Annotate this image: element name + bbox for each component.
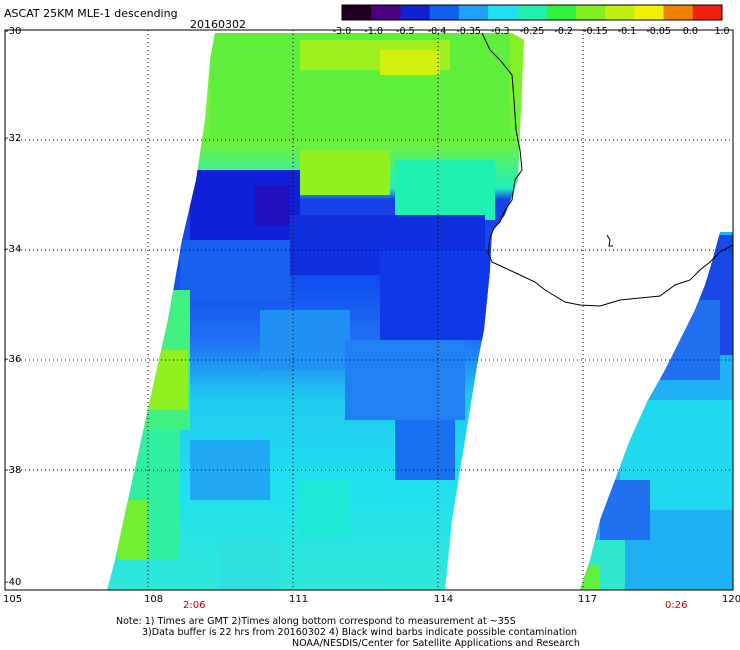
lon-label-105: 105 bbox=[3, 594, 23, 605]
colorbar-label: -0.3 bbox=[491, 26, 510, 37]
lon-label-108: 108 bbox=[144, 594, 164, 605]
colorbar-segment bbox=[458, 5, 489, 20]
time-label-west: 2:06 bbox=[183, 600, 206, 611]
lat-label-40: -40 bbox=[5, 577, 22, 588]
colorbar-frame bbox=[341, 4, 723, 21]
swath-east bbox=[580, 232, 733, 590]
map-date: 20160302 bbox=[190, 18, 246, 31]
lat-label-32: -32 bbox=[5, 133, 22, 144]
colorbar-label: -3.0 bbox=[333, 26, 352, 37]
colorbar: -3.0 -1.0 -0.5 -0.4 -0.35 -0.3 -0.25 -0.2 -0.15-… bbox=[333, 4, 730, 37]
graticule bbox=[5, 30, 733, 590]
colorbar-label: -0.5 bbox=[396, 26, 415, 37]
lat-label-30: -30 bbox=[5, 26, 22, 37]
colorbar-segment bbox=[692, 5, 723, 20]
colorbar-segment bbox=[371, 5, 401, 20]
colorbar-segment bbox=[634, 5, 665, 20]
lon-label-120: 120 bbox=[722, 594, 740, 605]
swath-west bbox=[107, 33, 524, 590]
colorbar-segment bbox=[488, 5, 518, 20]
map-title: ASCAT 25KM MLE-1 descending bbox=[4, 7, 178, 20]
lat-label-34: -34 bbox=[5, 244, 22, 255]
colorbar-segment bbox=[663, 5, 694, 20]
colorbar-segment bbox=[342, 5, 372, 20]
time-label-east: 0:26 bbox=[665, 600, 688, 611]
colorbar-segment bbox=[575, 5, 606, 20]
colorbar-segment bbox=[605, 5, 635, 20]
colorbar-label: 1.0 bbox=[714, 26, 729, 37]
colorbar-label: -0.25 bbox=[520, 26, 545, 37]
colorbar-segment bbox=[429, 5, 460, 20]
lon-label-117: 117 bbox=[578, 594, 598, 605]
lon-label-114: 114 bbox=[434, 594, 454, 605]
footer-note-1: Note: 1) Times are GMT 2)Times along bot… bbox=[116, 616, 516, 627]
colorbar-label: -0.15 bbox=[583, 26, 608, 37]
footer-note-2: 3)Data buffer is 22 hrs from 20160302 4)… bbox=[142, 627, 578, 638]
coastline bbox=[481, 32, 734, 307]
colorbar-label: -0.05 bbox=[646, 26, 671, 37]
lat-label-36: -36 bbox=[5, 354, 22, 365]
colorbar-label: -0.35 bbox=[456, 26, 481, 37]
map-frame bbox=[4, 29, 734, 591]
colorbar-segment bbox=[546, 5, 577, 20]
colorbar-label: 0.0 bbox=[683, 26, 698, 37]
lat-label-38: -38 bbox=[5, 465, 22, 476]
colorbar-label: -0.2 bbox=[554, 26, 573, 37]
island-outline bbox=[606, 234, 613, 247]
footer-credit: NOAA/NESDIS/Center for Satellite Applica… bbox=[292, 638, 580, 649]
colorbar-label: -1.0 bbox=[364, 26, 383, 37]
colorbar-segment bbox=[400, 5, 431, 20]
colorbar-segment bbox=[517, 5, 548, 20]
colorbar-label: -0.4 bbox=[428, 26, 447, 37]
colorbar-label: -0.1 bbox=[618, 26, 637, 37]
lon-label-111: 111 bbox=[289, 594, 309, 605]
